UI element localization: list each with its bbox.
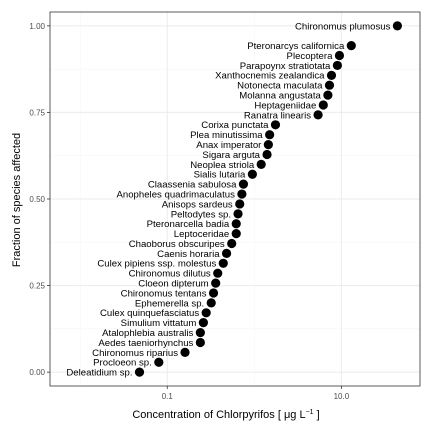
y-tick-label: 0.75 — [29, 108, 45, 117]
y-axis-title: Fraction of species affected — [11, 133, 23, 267]
species-label: Neoplea striola — [190, 160, 255, 171]
species-label: Atalophlebia australis — [102, 328, 193, 339]
species-label: Leptoceridae — [174, 229, 229, 240]
y-tick-label: 0.00 — [29, 368, 45, 377]
species-label: Anopheles quadrimaculatus — [116, 189, 235, 200]
species-label: Caenis horaria — [157, 249, 220, 260]
data-point — [326, 70, 337, 80]
species-label: Aedes taeniorhynchus — [98, 338, 193, 349]
data-point — [238, 179, 249, 189]
species-label: Xanthocnemis zealandica — [215, 71, 325, 82]
data-point — [263, 139, 273, 150]
species-label: Anisops sardeus — [162, 199, 233, 210]
species-label: Claassenia sabulosa — [148, 180, 237, 191]
species-label: Notonecta maculata — [237, 81, 323, 92]
species-label: Simulium vittatum — [121, 318, 197, 329]
data-point — [221, 248, 232, 259]
y-tick-label: 0.25 — [29, 282, 45, 291]
species-label: Heptageniidae — [254, 100, 316, 111]
y-tick-label: 1.00 — [29, 22, 45, 31]
species-label: Chironomus riparius — [92, 348, 178, 359]
data-point — [213, 268, 223, 278]
data-point — [218, 258, 228, 268]
species-label: Culex quinquefasciatus — [100, 308, 199, 319]
x-tick-label: 0.1 — [162, 392, 174, 401]
data-point — [313, 110, 323, 120]
x-axis-title: Concentration of Chlorpyrifos [ μg L−1 ] — [132, 409, 319, 421]
data-point — [392, 21, 402, 31]
species-label: Chaoborus obscuripes — [129, 239, 225, 250]
data-point — [247, 169, 257, 179]
species-label: Chironomus tentans — [121, 288, 207, 299]
species-label: Plea minutissima — [190, 130, 263, 141]
data-point — [318, 100, 328, 110]
species-label: Ranatra linearis — [244, 110, 311, 121]
species-label: Culex pipiens ssp. molestus — [97, 259, 216, 270]
data-point — [201, 308, 211, 318]
data-point — [262, 149, 272, 160]
data-point — [270, 120, 281, 130]
species-label: Deleatidium sp. — [66, 368, 132, 379]
data-point — [237, 189, 247, 199]
species-label: Parapoynx stratiotata — [240, 61, 331, 72]
data-point — [195, 327, 205, 338]
x-tick-label: 10.0 — [334, 392, 350, 401]
species-label: Sialis lutaria — [194, 170, 246, 181]
species-label: Anax imperator — [196, 140, 262, 151]
data-point — [332, 60, 342, 71]
data-point — [180, 347, 190, 357]
data-points — [134, 21, 402, 377]
data-point — [256, 159, 266, 169]
data-point — [227, 238, 237, 249]
species-label: Corixa punctata — [201, 120, 269, 131]
species-label: Chironomus dilutus — [129, 269, 211, 280]
species-label: Chironomus plumosus — [295, 21, 391, 32]
data-point — [265, 130, 275, 140]
data-point — [233, 209, 243, 219]
data-point — [211, 278, 221, 288]
data-point — [198, 318, 208, 328]
grid — [50, 12, 420, 386]
data-point — [324, 80, 335, 90]
species-label: Ephemerella sp. — [135, 298, 204, 309]
data-point — [134, 367, 145, 377]
species-label: Pteronarcys californica — [247, 41, 345, 52]
species-label: Peltodytes sp. — [171, 209, 231, 220]
data-point — [206, 298, 216, 308]
species-label: Molanna angustata — [239, 91, 321, 102]
data-point — [154, 357, 164, 367]
species-label: Procloeon sp. — [93, 358, 152, 369]
data-point — [231, 219, 241, 229]
data-point — [346, 41, 356, 51]
data-point — [323, 90, 333, 100]
species-label: Cloeon dipterum — [138, 279, 208, 290]
data-point — [334, 50, 345, 61]
data-point — [208, 288, 219, 298]
axes: 0.1 10.0 0.00 0.25 0.50 0.75 1.00 — [29, 22, 349, 401]
y-tick-label: 0.50 — [29, 195, 45, 204]
point-labels: Deleatidium sp.Procloeon sp.Chironomus r… — [66, 21, 390, 378]
data-point — [235, 199, 245, 209]
species-label: Pteronarcella badia — [147, 219, 230, 230]
species-label: Sigara arguta — [202, 150, 260, 161]
data-point — [195, 337, 205, 348]
data-point — [231, 229, 241, 239]
species-label: Plecoptera — [287, 51, 334, 62]
